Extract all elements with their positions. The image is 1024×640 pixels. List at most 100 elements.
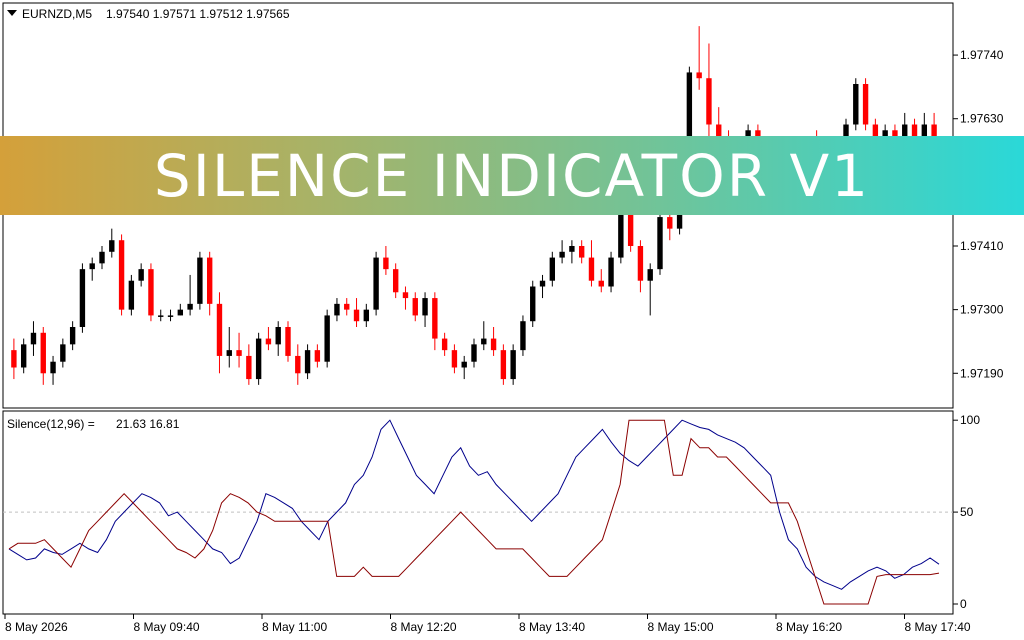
- candle-body: [481, 338, 487, 345]
- candle: [559, 240, 565, 264]
- candle: [588, 240, 595, 287]
- indicator-lines: [8, 419, 940, 605]
- time-tick-label: 8 May 11:00: [262, 620, 327, 634]
- candle-body: [30, 332, 37, 345]
- candle: [109, 228, 115, 258]
- chevron-down-icon[interactable]: [7, 10, 17, 16]
- candle-body: [549, 257, 556, 281]
- candle-body: [363, 309, 370, 322]
- candle: [530, 280, 536, 327]
- indicator-y-axis: 100 50 0: [953, 413, 980, 611]
- banner-title: SILENCE INDICATOR V1: [153, 141, 871, 210]
- candle-body: [40, 332, 46, 374]
- time-tick-label: 8 May 12:20: [391, 620, 457, 634]
- candle-body: [128, 280, 135, 310]
- price-tick-label: 1.97630: [960, 112, 1004, 126]
- indicator-label: Silence(12,96) =: [7, 417, 95, 431]
- candle: [187, 274, 193, 316]
- time-tick-label: 8 May 09:40: [134, 620, 200, 634]
- candle: [50, 355, 56, 385]
- candle: [706, 43, 712, 142]
- candle-body: [20, 344, 27, 368]
- candle-body: [911, 124, 918, 142]
- candle-body: [618, 211, 624, 258]
- candle: [275, 321, 281, 356]
- candle: [549, 251, 556, 287]
- candle-body: [892, 130, 898, 137]
- candle: [490, 327, 497, 356]
- candle-body: [148, 269, 154, 316]
- candle-body: [60, 344, 66, 362]
- candle: [422, 292, 428, 327]
- candle: [432, 292, 438, 351]
- candle: [608, 251, 614, 293]
- candle-body: [637, 246, 644, 281]
- candle-body: [520, 321, 526, 351]
- candle-body: [696, 72, 702, 79]
- candle-body: [50, 361, 56, 374]
- candle: [539, 274, 546, 299]
- candle: [500, 344, 507, 385]
- candle-body: [373, 257, 379, 310]
- candle-body: [69, 327, 76, 345]
- candle: [657, 211, 663, 275]
- candle: [265, 327, 272, 351]
- candle-body: [236, 350, 242, 356]
- candle: [236, 332, 242, 368]
- candle: [177, 303, 184, 316]
- candle-body: [177, 309, 184, 316]
- candle: [647, 263, 653, 316]
- candle: [20, 338, 27, 374]
- indicator-values: 21.63 16.81: [116, 417, 180, 431]
- title-banner: SILENCE INDICATOR V1: [0, 136, 1024, 215]
- candle: [148, 263, 154, 322]
- candle: [598, 269, 604, 293]
- candle-body: [853, 84, 859, 125]
- candle: [79, 263, 86, 333]
- candle: [304, 344, 311, 380]
- candle-body: [392, 269, 399, 293]
- candle: [334, 298, 340, 322]
- indicator-line-red: [8, 419, 940, 605]
- candle: [853, 78, 859, 131]
- ohlc-label: 1.97540 1.97571 1.97512 1.97565: [106, 7, 290, 21]
- candle-body: [451, 350, 458, 368]
- price-y-axis: 1.97740 1.97630 1.97410 1.97300 1.97190: [953, 48, 1004, 380]
- price-tick-label: 1.97190: [960, 366, 1004, 380]
- candle-body: [598, 280, 604, 287]
- candle: [637, 240, 644, 293]
- candle-body: [138, 269, 144, 281]
- candle-body: [412, 298, 418, 316]
- candle-body: [206, 257, 213, 304]
- price-tick-label: 1.97410: [960, 239, 1004, 253]
- candle-body: [862, 84, 869, 125]
- candle-body: [588, 257, 595, 281]
- candle: [89, 257, 95, 281]
- candle-body: [324, 315, 330, 362]
- candle-body: [608, 257, 614, 287]
- candle: [481, 321, 487, 351]
- candle: [578, 240, 585, 264]
- candle-body: [167, 315, 174, 317]
- candle-body: [667, 217, 673, 229]
- candle: [353, 298, 360, 327]
- candle-body: [246, 355, 252, 380]
- candle-body: [530, 286, 536, 322]
- candle: [99, 246, 105, 270]
- indicator-tick-label: 50: [960, 505, 974, 519]
- time-tick-label: 8 May 15:00: [648, 620, 714, 634]
- candle: [285, 321, 291, 362]
- candle-body: [109, 240, 115, 252]
- candle-body: [11, 350, 17, 368]
- candle-body: [79, 269, 86, 327]
- candle-body: [657, 217, 663, 270]
- candle-body: [89, 263, 95, 270]
- candle: [138, 263, 144, 287]
- candle: [314, 344, 321, 368]
- candle-body: [255, 338, 262, 380]
- candle-body: [627, 211, 634, 246]
- candle-body: [559, 251, 565, 258]
- candle: [226, 327, 232, 368]
- candle-body: [275, 327, 281, 345]
